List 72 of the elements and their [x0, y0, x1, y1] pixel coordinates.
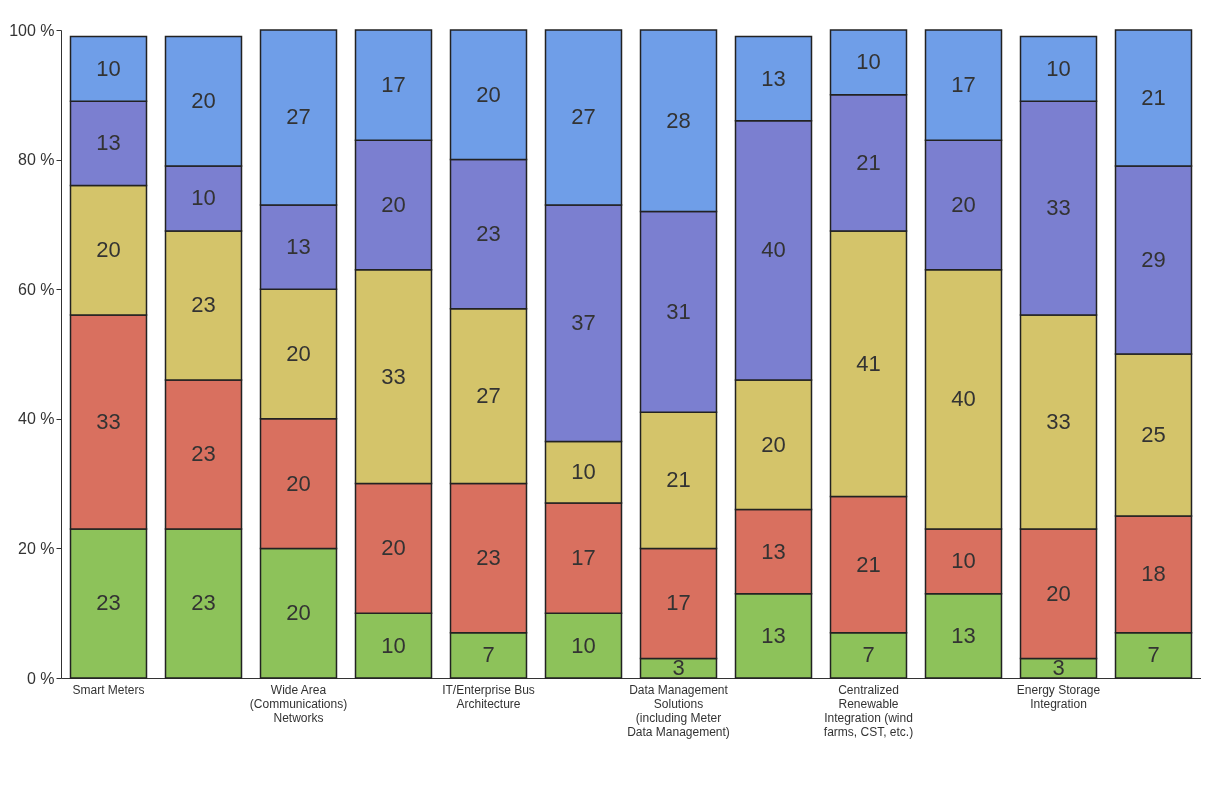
data-label: 17: [381, 72, 406, 98]
data-label: 33: [381, 363, 406, 389]
data-label: 20: [381, 535, 406, 561]
data-label: 10: [571, 632, 596, 658]
data-label: 27: [476, 383, 501, 409]
data-label: 41: [856, 350, 881, 376]
data-label: 37: [571, 310, 596, 336]
data-label: 20: [381, 191, 406, 217]
data-label: 13: [96, 130, 121, 156]
data-label: 23: [191, 441, 216, 467]
data-label: 33: [96, 409, 121, 435]
x-tick-label: Smart Meters: [72, 682, 145, 697]
data-label: 13: [761, 65, 786, 91]
x-tick-label: Data Management Solutions (including Meter Data Management): [627, 682, 730, 739]
y-tick-label: 0 %: [26, 669, 55, 687]
data-label: 10: [96, 55, 121, 81]
data-label: 20: [951, 191, 976, 217]
data-label: 17: [666, 590, 691, 616]
data-label: 40: [951, 386, 976, 412]
x-tick-label: Energy Storage Integration: [1016, 682, 1101, 711]
data-label: 10: [191, 185, 216, 211]
data-label: 33: [1046, 195, 1071, 221]
data-label: 20: [191, 88, 216, 114]
data-label: 20: [286, 600, 311, 626]
data-label: 23: [96, 590, 121, 616]
data-label: 13: [761, 538, 786, 564]
y-tick-label: 20 %: [18, 539, 55, 557]
data-label: 13: [286, 234, 311, 260]
data-label: 23: [476, 221, 501, 247]
data-label: 20: [286, 341, 311, 366]
y-tick-label: 100 %: [9, 21, 55, 39]
data-label: 17: [951, 72, 976, 98]
data-label: 23: [476, 545, 501, 571]
data-label: 10: [856, 49, 881, 75]
data-label: 21: [856, 551, 881, 577]
x-tick-label: Wide Area (Communications) Networks: [249, 682, 348, 725]
data-label: 20: [96, 237, 121, 263]
data-label: 18: [1141, 561, 1166, 587]
data-label: 21: [856, 149, 881, 175]
y-tick-label: 80 %: [18, 151, 55, 169]
data-label: 33: [1046, 409, 1071, 435]
data-label: 21: [1141, 85, 1166, 111]
data-label: 20: [761, 431, 786, 457]
data-label: 23: [191, 590, 216, 616]
data-label: 20: [1046, 580, 1071, 606]
data-label: 10: [1046, 55, 1071, 81]
data-label: 23: [191, 292, 216, 318]
data-label: 13: [951, 622, 976, 648]
data-label: 27: [571, 104, 596, 130]
data-label: 13: [761, 622, 786, 648]
data-label: 20: [476, 81, 501, 107]
data-label: 31: [666, 298, 691, 324]
data-label: 27: [286, 104, 311, 130]
data-label: 28: [666, 107, 691, 133]
data-label: 7: [1147, 642, 1160, 668]
data-label: 10: [951, 548, 976, 574]
data-label: 20: [286, 470, 311, 496]
data-label: 40: [761, 237, 786, 263]
x-tick-label: IT/Enterprise Bus Architecture: [442, 682, 535, 711]
data-label: 10: [381, 632, 406, 658]
x-tick-label: Centralized Renewable Integration (wind farms, CST, etc.): [823, 682, 914, 739]
data-label: 3: [672, 655, 685, 681]
data-label: 7: [482, 642, 495, 668]
data-label: 17: [571, 545, 596, 571]
data-label: 3: [1052, 655, 1065, 681]
y-tick-label: 60 %: [18, 280, 55, 298]
data-label: 29: [1141, 247, 1166, 273]
y-tick-label: 40 %: [18, 410, 55, 428]
data-label: 10: [571, 459, 596, 485]
data-label: 25: [1141, 422, 1166, 447]
data-label: 21: [666, 467, 691, 493]
data-label: 7: [862, 642, 875, 668]
